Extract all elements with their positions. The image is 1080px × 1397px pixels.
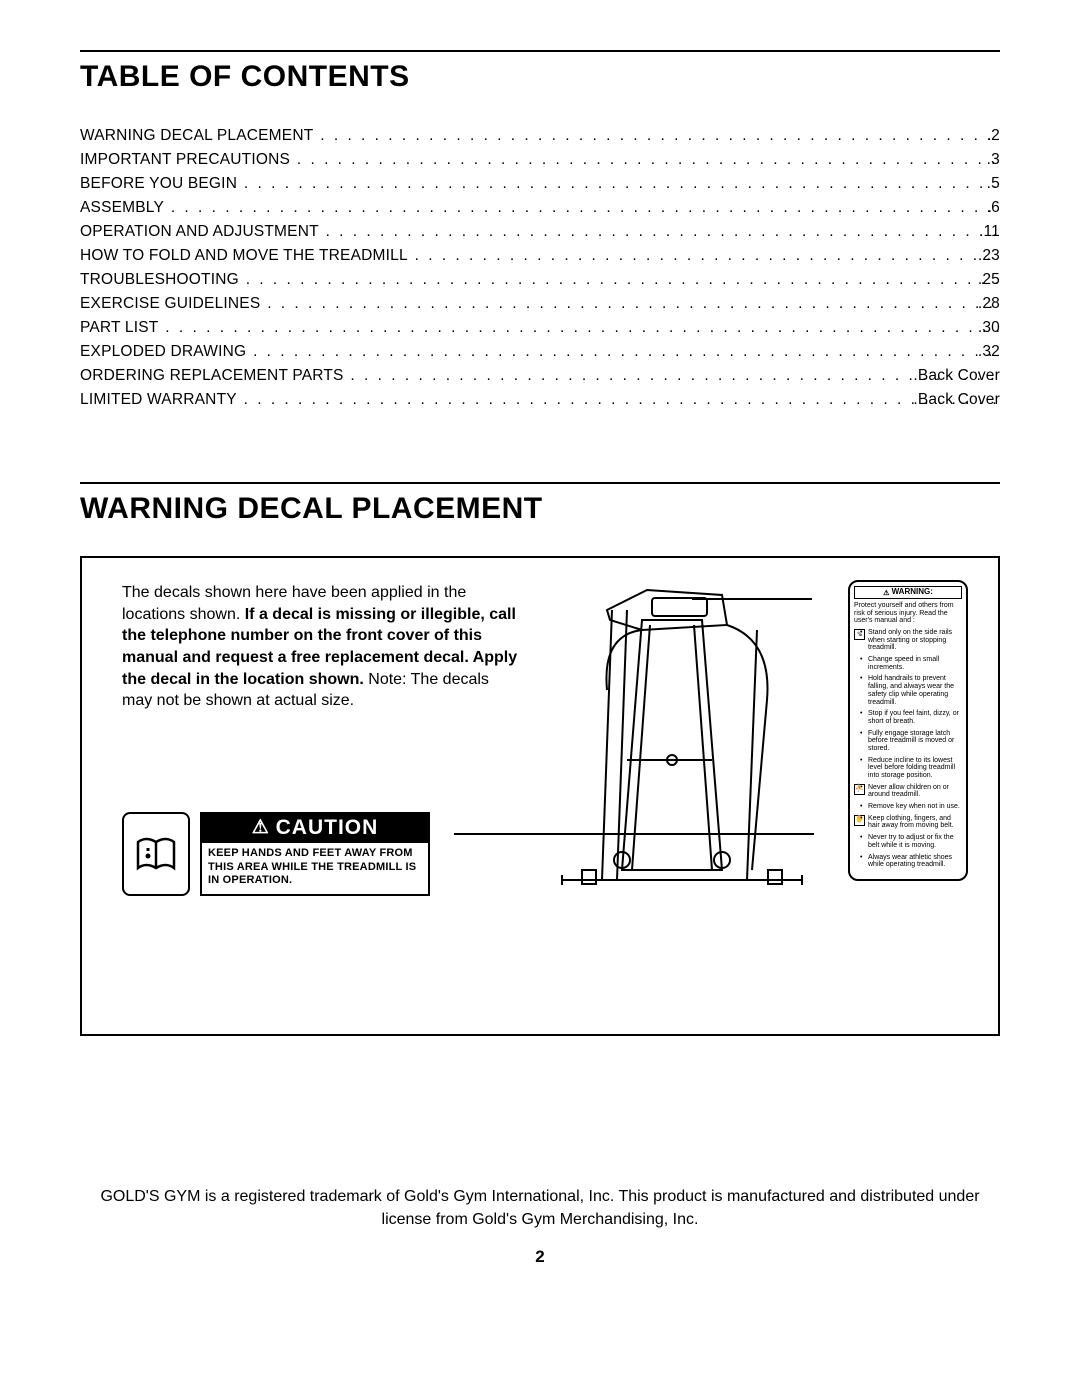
warning-item: Never allow children on or around treadm… <box>868 784 962 799</box>
warning-item: Change speed in small increments. <box>868 656 962 671</box>
warning-triangle-icon: ⚠ <box>883 589 889 597</box>
warning-item: Fully engage storage latch before treadm… <box>868 730 962 753</box>
toc-row: .3IMPORTANT PRECAUTIONS . . . . . . . . … <box>80 148 1000 172</box>
toc-label: ORDERING REPLACEMENT PARTS <box>80 367 344 384</box>
page-number: 2 <box>80 1247 1000 1267</box>
warning-title: WARNING: <box>892 588 933 597</box>
caution-title: CAUTION <box>276 816 379 840</box>
toc-dots: . . . . . . . . . . . . . . . . . . . . … <box>237 175 1000 192</box>
caution-body-text: KEEP HANDS AND FEET AWAY FROM THIS AREA … <box>202 843 428 894</box>
warning-decal-panel: ⚠ WARNING: Protect yourself and others f… <box>848 580 968 881</box>
rule <box>80 482 1000 484</box>
toc-label: BEFORE YOU BEGIN <box>80 175 237 192</box>
manual-page: TABLE OF CONTENTS .2WARNING DECAL PLACEM… <box>0 0 1080 1297</box>
warning-item: Always wear athletic shoes while operati… <box>868 854 962 869</box>
toc-label: EXPLODED DRAWING <box>80 343 246 360</box>
warning-triangle-icon: ⚠ <box>252 816 270 839</box>
leader-line <box>454 833 814 835</box>
warning-list: Stand only on the side rails when starti… <box>854 629 962 869</box>
toc-dots: . . . . . . . . . . . . . . . . . . . . … <box>344 367 1000 384</box>
toc-dots: . . . . . . . . . . . . . . . . . . . . … <box>408 247 1000 264</box>
warning-item: Hold handrails to prevent falling, and a… <box>868 675 962 706</box>
toc-label: ASSEMBLY <box>80 199 164 216</box>
toc-dots: . . . . . . . . . . . . . . . . . . . . … <box>239 271 1000 288</box>
warning-item: Stand only on the side rails when starti… <box>868 629 962 652</box>
toc-row: .Back CoverORDERING REPLACEMENT PARTS . … <box>80 364 1000 388</box>
toc-label: PART LIST <box>80 319 158 336</box>
toc-label: EXERCISE GUIDELINES <box>80 295 260 312</box>
decal-heading: WARNING DECAL PLACEMENT <box>80 492 1000 526</box>
manual-icon <box>122 812 190 896</box>
decal-intro-text: The decals shown here have been applied … <box>122 582 522 712</box>
warning-pictogram-icon: ⇘ <box>854 629 865 640</box>
toc-list: .2WARNING DECAL PLACEMENT . . . . . . . … <box>80 124 1000 412</box>
caution-decal: ⚠ CAUTION KEEP HANDS AND FEET AWAY FROM … <box>122 812 968 896</box>
leader-line <box>692 598 812 600</box>
toc-row: .11OPERATION AND ADJUSTMENT . . . . . . … <box>80 220 1000 244</box>
trademark-footer: GOLD'S GYM is a registered trademark of … <box>80 1186 1000 1231</box>
toc-dots: . . . . . . . . . . . . . . . . . . . . … <box>319 223 1000 240</box>
warning-panel-header: ⚠ WARNING: <box>854 586 962 599</box>
toc-row: .5BEFORE YOU BEGIN . . . . . . . . . . .… <box>80 172 1000 196</box>
toc-label: IMPORTANT PRECAUTIONS <box>80 151 290 168</box>
toc-heading: TABLE OF CONTENTS <box>80 60 1000 94</box>
caution-label: ⚠ CAUTION KEEP HANDS AND FEET AWAY FROM … <box>200 812 430 896</box>
toc-row: .6ASSEMBLY . . . . . . . . . . . . . . .… <box>80 196 1000 220</box>
warning-item: Remove key when not in use. <box>868 803 962 811</box>
toc-row: .23HOW TO FOLD AND MOVE THE TREADMILL . … <box>80 244 1000 268</box>
treadmill-diagram <box>552 580 822 910</box>
toc-dots: . . . . . . . . . . . . . . . . . . . . … <box>158 319 1000 336</box>
toc-label: HOW TO FOLD AND MOVE THE TREADMILL <box>80 247 408 264</box>
caution-header: ⚠ CAUTION <box>202 814 428 843</box>
warning-item: Never try to adjust or fix the belt whil… <box>868 834 962 849</box>
warning-pictogram-icon: ✋ <box>854 815 865 826</box>
toc-dots: . . . . . . . . . . . . . . . . . . . . … <box>260 295 1000 312</box>
toc-dots: . . . . . . . . . . . . . . . . . . . . … <box>246 343 1000 360</box>
toc-label: LIMITED WARRANTY <box>80 391 237 408</box>
rule <box>80 50 1000 52</box>
toc-label: TROUBLESHOOTING <box>80 271 239 288</box>
warning-item: Reduce incline to its lowest level befor… <box>868 757 962 780</box>
toc-dots: . . . . . . . . . . . . . . . . . . . . … <box>313 127 1000 144</box>
toc-dots: . . . . . . . . . . . . . . . . . . . . … <box>290 151 1000 168</box>
toc-label: WARNING DECAL PLACEMENT <box>80 127 313 144</box>
toc-row: .32EXPLODED DRAWING . . . . . . . . . . … <box>80 340 1000 364</box>
warning-pictogram-icon: ⛹ <box>854 784 865 795</box>
warning-item: Stop if you feel faint, dizzy, or short … <box>868 710 962 725</box>
toc-row: .Back CoverLIMITED WARRANTY . . . . . . … <box>80 388 1000 412</box>
toc-label: OPERATION AND ADJUSTMENT <box>80 223 319 240</box>
decal-figure-box: The decals shown here have been applied … <box>80 556 1000 1036</box>
toc-dots: . . . . . . . . . . . . . . . . . . . . … <box>164 199 1000 216</box>
toc-row: .28EXERCISE GUIDELINES . . . . . . . . .… <box>80 292 1000 316</box>
toc-dots: . . . . . . . . . . . . . . . . . . . . … <box>237 391 1000 408</box>
toc-row: .2WARNING DECAL PLACEMENT . . . . . . . … <box>80 124 1000 148</box>
warning-item: Keep clothing, fingers, and hair away fr… <box>868 815 962 830</box>
warning-panel-intro: Protect yourself and others from risk of… <box>854 602 962 625</box>
toc-row: .30PART LIST . . . . . . . . . . . . . .… <box>80 316 1000 340</box>
toc-row: .25TROUBLESHOOTING . . . . . . . . . . .… <box>80 268 1000 292</box>
